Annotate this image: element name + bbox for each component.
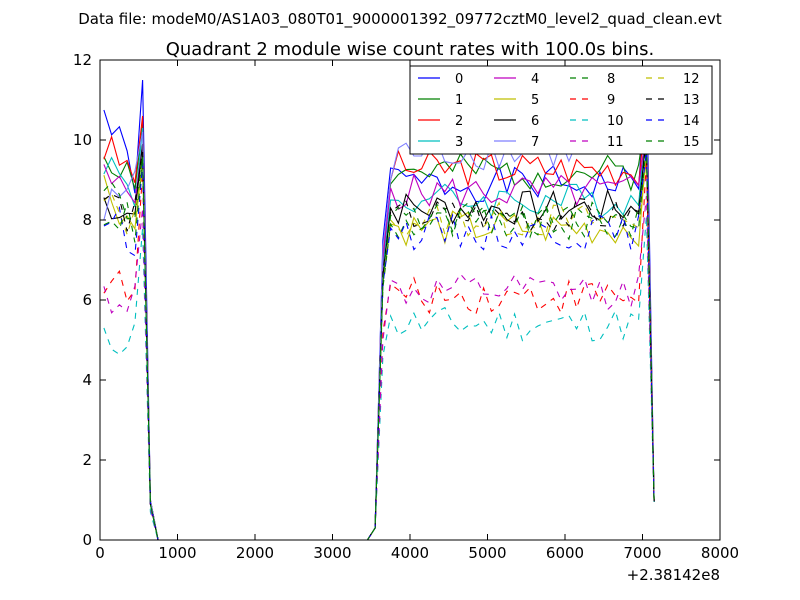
series-line-11 [103,195,655,541]
x-tick-label: 3000 [313,544,351,562]
legend-label-4: 4 [531,72,539,87]
legend-label-7: 7 [531,135,539,150]
x-tick-label: 8000 [701,544,739,562]
legend-label-12: 12 [683,72,700,87]
y-tick-label: 6 [82,291,92,309]
legend-label-0: 0 [455,72,463,87]
legend-label-2: 2 [455,114,463,129]
legend-label-3: 3 [455,135,463,150]
y-tick-label: 12 [73,51,92,69]
y-tick-label: 8 [82,211,92,229]
legend-label-15: 15 [683,135,700,150]
legend-label-5: 5 [531,93,539,108]
chart-title: Quadrant 2 module wise count rates with … [166,39,655,60]
x-offset-label: +2.38142e8 [627,566,720,584]
legend-label-8: 8 [607,72,615,87]
y-tick-label: 2 [82,451,92,469]
legend-label-1: 1 [455,93,463,108]
x-tick-label: 6000 [546,544,584,562]
legend-label-6: 6 [531,114,539,129]
legend-label-10: 10 [607,114,624,129]
y-tick-label: 0 [82,531,92,549]
legend-label-13: 13 [683,93,700,108]
legend-label-11: 11 [607,135,624,150]
legend-label-14: 14 [683,114,700,129]
series-line-14 [103,151,655,541]
x-tick-label: 4000 [391,544,429,562]
axis-ticks: 0 1000 2000 3000 4000 5000 6000 7000 80000246810… [73,51,739,562]
series-line-12 [103,159,655,541]
x-tick-label: 0 [95,544,105,562]
y-tick-label: 4 [82,371,92,389]
x-tick-label: 7000 [623,544,661,562]
y-tick-label: 10 [73,131,92,149]
x-tick-label: 5000 [468,544,506,562]
legend-label-9: 9 [607,93,615,108]
x-tick-label: 1000 [158,544,196,562]
legend-box [409,65,713,155]
x-tick-label: 2000 [236,544,274,562]
suptitle: Data file: modeM0/AS1A03_080T01_90000013… [78,10,722,29]
